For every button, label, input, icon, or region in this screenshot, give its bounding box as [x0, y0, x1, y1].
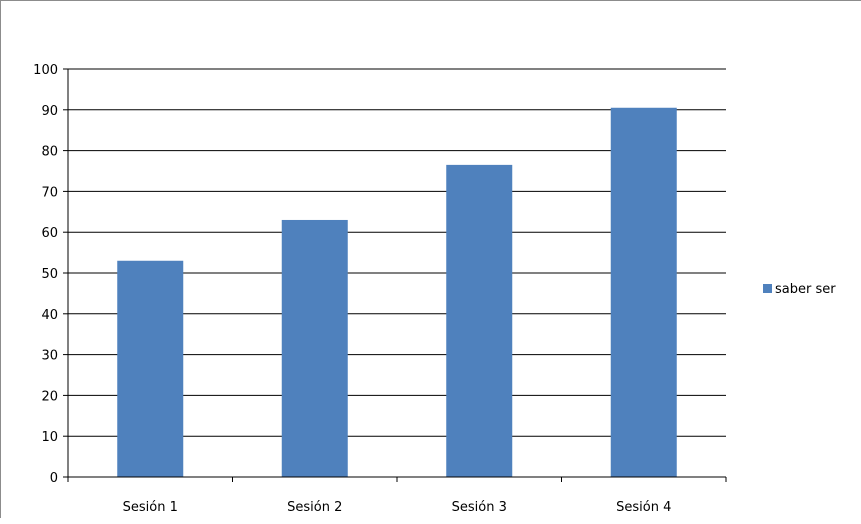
x-tick-label: Sesión 4: [616, 500, 671, 515]
legend-swatch: [763, 284, 772, 293]
y-tick-label: 10: [41, 430, 58, 445]
legend-label: saber ser: [775, 282, 836, 297]
y-tick-label: 80: [41, 145, 58, 160]
x-tick-label: Sesión 1: [123, 500, 178, 515]
y-tick-label: 40: [41, 308, 58, 323]
y-tick-label: 20: [41, 389, 58, 404]
y-tick-label: 70: [41, 185, 58, 200]
legend: saber ser: [763, 282, 836, 297]
x-tick-label: Sesión 3: [452, 500, 507, 515]
bar: [117, 260, 184, 477]
y-tick-label: 0: [50, 471, 58, 486]
y-tick-label: 100: [33, 63, 58, 78]
y-tick-label: 50: [41, 267, 58, 282]
y-tick-label: 90: [41, 104, 58, 119]
y-tick-labels: 0 10 20 30 40 50 60 70 80 90 100: [33, 63, 58, 486]
x-tick-labels: Sesión 1 Sesión 2 Sesión 3 Sesión 4: [123, 500, 672, 515]
bar: [281, 219, 348, 477]
y-tick-label: 60: [41, 226, 58, 241]
bar: [446, 164, 513, 477]
bars: [117, 107, 677, 477]
axes: [63, 68, 727, 482]
x-tick-label: Sesión 2: [287, 500, 342, 515]
bar: [610, 107, 677, 477]
y-tick-label: 30: [41, 349, 58, 364]
